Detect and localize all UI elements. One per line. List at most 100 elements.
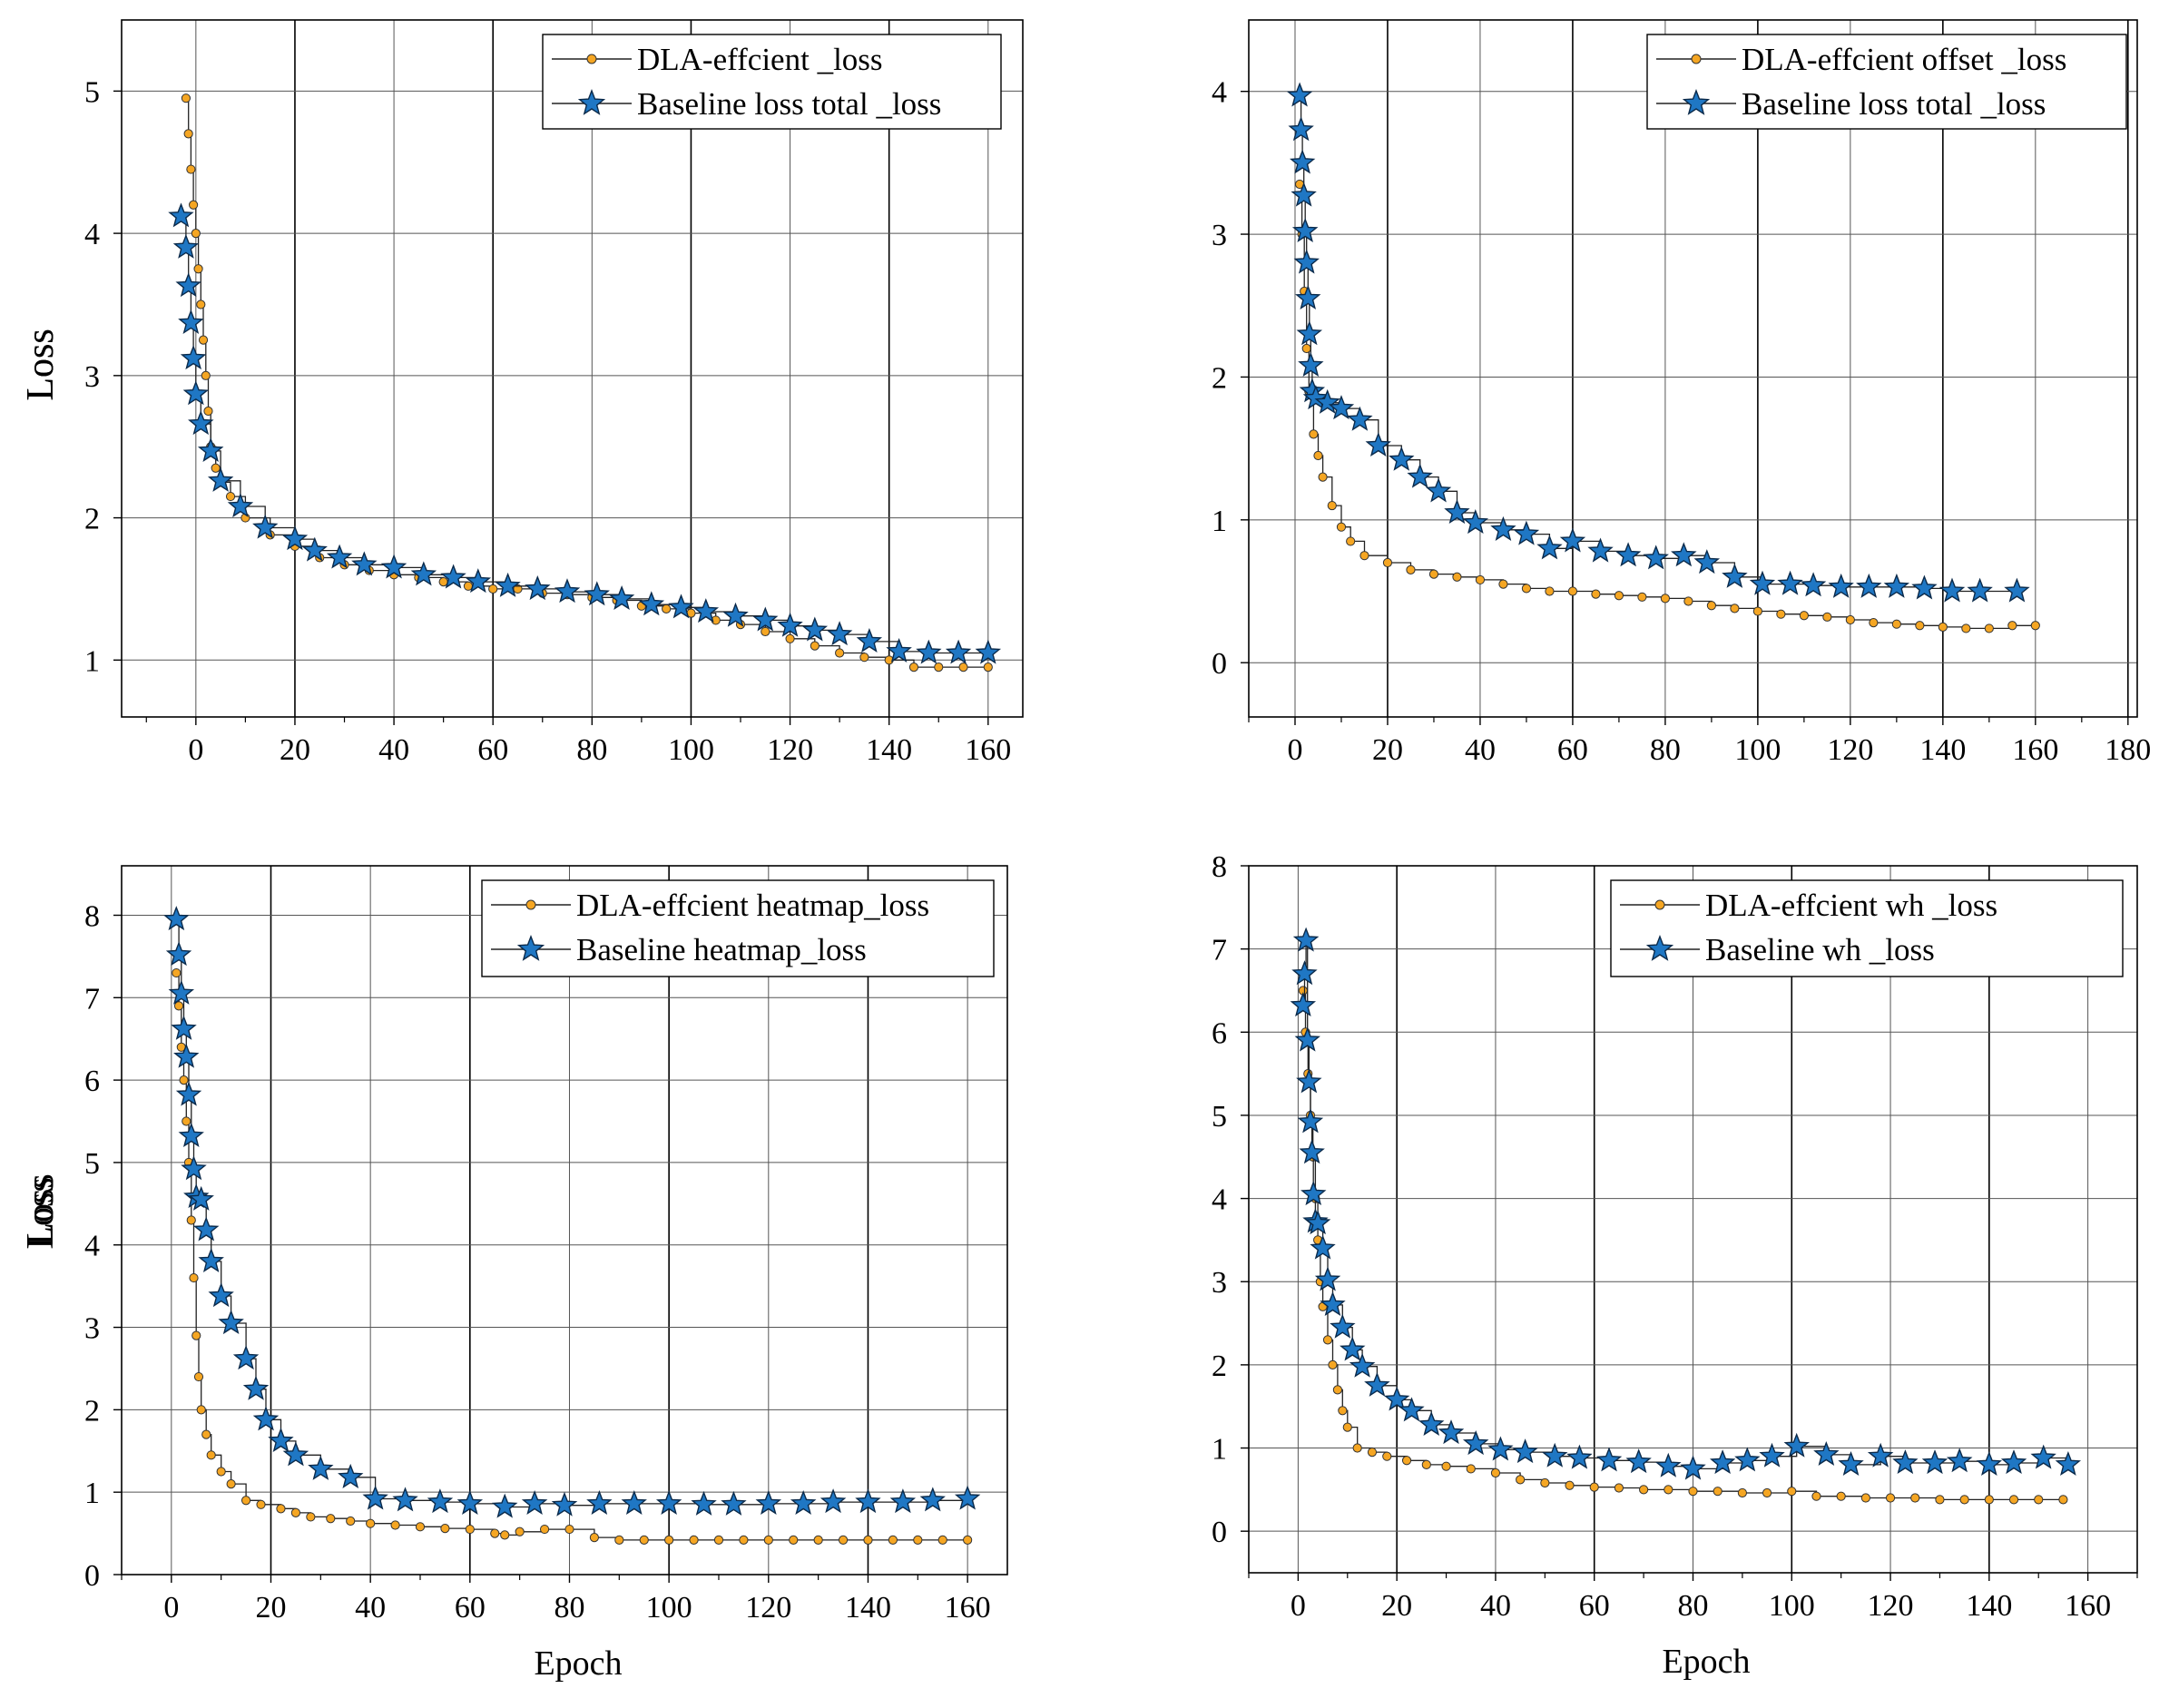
data-point <box>1961 623 1971 633</box>
baseline-series-b <box>1286 82 2030 603</box>
data-point <box>168 202 194 228</box>
baseline-series-d <box>1290 927 2082 1480</box>
data-point <box>763 1535 773 1545</box>
data-point <box>1706 601 1716 611</box>
data-point <box>1364 1371 1390 1397</box>
data-point <box>1490 515 1516 541</box>
data-point <box>165 941 192 967</box>
data-point <box>362 1485 388 1510</box>
data-point <box>1838 1450 1864 1476</box>
x-tick-label: 0 <box>163 1591 179 1625</box>
data-point <box>1910 1493 1920 1503</box>
legend-box <box>1610 879 2124 977</box>
x-tick-label: 60 <box>477 733 508 767</box>
data-point <box>752 606 779 632</box>
data-point <box>1313 450 1323 461</box>
data-point <box>181 1155 207 1181</box>
data-point <box>390 1520 400 1530</box>
legend-circle-marker <box>586 54 597 64</box>
data-point <box>440 564 466 589</box>
data-point <box>551 1491 578 1517</box>
data-point <box>1521 584 1532 594</box>
data-point <box>216 1467 226 1477</box>
data-point <box>1845 614 1855 625</box>
data-point <box>218 1310 244 1335</box>
data-point <box>203 406 213 417</box>
data-point <box>252 514 279 539</box>
data-point <box>189 1272 199 1283</box>
data-point <box>490 1528 500 1538</box>
legend: DLA-effcient offset _loss Baseline loss t… <box>1646 34 2127 130</box>
data-point <box>440 1524 450 1534</box>
y-tick-label: 4 <box>1212 76 1227 110</box>
data-point <box>1660 594 1671 604</box>
data-point <box>777 612 803 637</box>
data-point <box>198 335 209 345</box>
data-point <box>1294 1026 1320 1052</box>
data-point <box>192 1216 220 1242</box>
data-point <box>1541 1442 1568 1468</box>
data-point <box>1625 1448 1652 1474</box>
data-point <box>1614 542 1642 567</box>
data-point <box>182 1116 191 1126</box>
data-point <box>1976 1450 2003 1476</box>
data-point <box>1513 520 1540 545</box>
dla-effcient-series-d <box>1298 986 2068 1505</box>
data-point <box>916 639 942 664</box>
data-point <box>181 93 191 103</box>
data-point <box>326 1514 336 1524</box>
data-point <box>525 574 551 601</box>
data-point <box>1749 570 1776 595</box>
y-tick-label: 3 <box>1212 219 1227 252</box>
x-tick-label: 140 <box>1966 1589 2012 1623</box>
data-point <box>908 663 919 672</box>
data-point <box>1869 618 1879 628</box>
x-tick-label: 40 <box>1480 1589 1511 1623</box>
data-point <box>2004 577 2030 603</box>
data-point <box>810 641 820 651</box>
data-point <box>1291 217 1319 242</box>
data-point <box>1614 1483 1624 1493</box>
data-point <box>668 594 694 619</box>
data-point <box>1291 182 1317 207</box>
data-point <box>410 561 437 586</box>
data-point <box>172 233 200 259</box>
y-tick-label: 4 <box>1212 1183 1227 1217</box>
data-point <box>2000 1449 2027 1475</box>
data-point <box>1389 446 1415 471</box>
y-tick-label: 2 <box>1212 361 1227 395</box>
data-point <box>1921 1449 1948 1475</box>
data-point <box>2034 1495 2044 1505</box>
data-point <box>172 967 182 978</box>
data-point <box>838 1535 849 1545</box>
data-point <box>282 1441 309 1467</box>
data-point <box>198 1247 224 1272</box>
data-point <box>826 621 853 646</box>
data-point <box>242 1375 270 1400</box>
data-point <box>1688 1487 1698 1497</box>
data-point <box>1759 1442 1785 1468</box>
data-point <box>621 1489 647 1515</box>
data-point <box>290 1507 301 1517</box>
data-point <box>201 1429 211 1439</box>
data-point <box>1382 557 1393 568</box>
data-point <box>1730 604 1740 614</box>
data-point <box>173 1001 184 1011</box>
x-tick-label: 140 <box>845 1591 891 1625</box>
x-tick-label: 180 <box>2105 733 2151 767</box>
data-point <box>691 1490 717 1516</box>
data-point <box>1959 1495 1969 1505</box>
data-point <box>276 1504 286 1514</box>
data-point <box>456 1489 484 1515</box>
data-point <box>1762 1487 1772 1498</box>
data-point <box>1591 589 1601 599</box>
data-point <box>913 1535 923 1545</box>
data-point <box>1365 432 1391 457</box>
data-point <box>240 1496 251 1506</box>
data-point <box>1327 500 1337 511</box>
x-tick-label: 20 <box>1381 1589 1412 1623</box>
y-tick-label: 2 <box>84 1394 100 1428</box>
data-point <box>189 200 199 210</box>
data-point <box>301 536 328 562</box>
